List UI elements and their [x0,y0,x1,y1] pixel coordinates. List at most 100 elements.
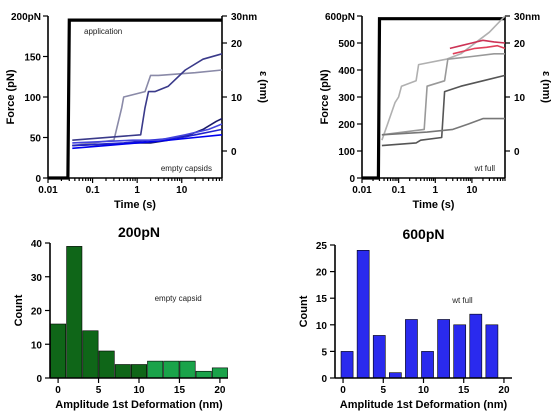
x-tick-label: 20 [498,385,510,396]
annotation-top: application [84,27,122,36]
force-series-line [48,18,222,180]
deformation-series-line [72,53,223,141]
force-series-line [362,17,505,180]
histogram-bar [98,350,115,379]
annotation: wt full [451,296,473,305]
histogram-bar [163,360,180,379]
x-tick-label: 0.01 [352,185,372,196]
deformation-series-line [449,39,506,50]
annotation-bottom: empty capsids [161,164,212,173]
x-tick-label: 10 [133,385,145,396]
x-tick-label: 0 [55,385,61,396]
histogram-bar [453,324,467,379]
x-tick-label: 10 [466,185,478,196]
y-axis-label: Force (pN) [319,69,331,124]
x-axis-label: Time (s) [114,199,156,211]
y-tick-label: 150 [24,53,41,64]
histogram-bar [82,330,99,379]
y2-tick-label: 10 [231,93,243,104]
histogram-bar [114,364,131,379]
y-tick-label: 100 [338,147,355,158]
y2-tick-label: 10 [514,93,526,104]
annotation: empty capsid [155,294,202,303]
y-tick-label: 100 [24,93,41,104]
histogram-bar [485,324,499,379]
histogram-bar [372,335,386,379]
histogram-bar [421,351,434,379]
histogram-bar [437,319,450,379]
y-tick-label: 5 [321,347,327,358]
histogram-bar [147,360,164,379]
annotation-bottom: wt full [474,164,496,173]
y2-tick-label: 0 [231,147,237,158]
hist200-chart: 0 5 10 15 20 0 10 20 30 40 200pN Amplitude 1st Defo… [13,224,228,411]
y2-axis-label: ε (nm) [540,71,552,103]
y-tick-label: 0 [349,174,355,185]
y-tick-label: 500 [338,39,355,50]
y-tick-label: 40 [31,239,43,250]
y2-tick-label: 30nm [231,12,257,23]
y2-tick-label: 20 [231,39,243,50]
y-tick-label: 25 [316,241,328,252]
y-tick-label: 50 [30,134,42,145]
y2-tick-label: 30nm [514,12,540,23]
x-tick-label: 5 [96,385,102,396]
x-tick-label: 1 [134,185,140,196]
deformation-series-line [381,15,506,141]
x-tick-label: 10 [176,185,188,196]
x-axis-label: Time (s) [413,199,455,211]
y-tick-label: 0 [35,174,41,185]
x-tick-label: 0.01 [38,185,58,196]
histogram-bar [195,370,212,379]
x-tick-label: 1 [432,185,438,196]
x-tick-label: 0.1 [392,185,406,196]
y-tick-label: 0 [36,374,42,385]
x-tick-label: 0.1 [86,185,100,196]
chart-title: 600pN [402,226,444,242]
y-axis-label: Count [298,295,310,327]
deformation-series-line [381,53,505,136]
histogram-bar [131,364,147,379]
x-tick-label: 0 [340,385,346,396]
y-tick-label: 200 [338,120,355,131]
histogram-bar [469,313,483,379]
y-tick-label: 400 [338,66,355,77]
y-tick-label: 10 [316,321,328,332]
y-tick-label: 0 [321,374,327,385]
histogram-bar [66,246,83,379]
y2-axis-label: ε (nm) [257,71,269,103]
y-tick-label: 30 [31,273,43,284]
y-tick-label: 15 [316,294,328,305]
y-tick-label: 300 [338,93,355,104]
deformation-series-line [381,117,505,136]
deformation-series-line [72,123,223,144]
histogram-bar [50,323,67,379]
y-axis-label: Count [13,294,25,326]
y2-tick-label: 20 [514,39,526,50]
x-tick-label: 10 [418,385,430,396]
histogram-bar [340,351,354,379]
x-tick-label: 15 [174,385,186,396]
y-tick-label: 600pN [325,12,355,23]
histogram-bar [211,367,228,379]
y2-tick-label: 0 [514,147,520,158]
deformation-series-line [72,134,223,150]
y-tick-label: 200pN [11,12,41,23]
y-tick-label: 20 [31,307,43,318]
y-tick-label: 20 [316,268,328,279]
deformation-series-line [381,74,506,147]
trace600-chart: 0.01 0.1 1 100100200300400500600pN0102030nm… [319,12,552,211]
y-axis-label: Force (pN) [5,69,17,124]
x-tick-label: 20 [214,385,226,396]
x-tick-label: 15 [458,385,470,396]
x-tick-label: 5 [380,385,386,396]
x-axis-label: Amplitude 1st Deformation (nm) [55,399,223,411]
histogram-bar [356,250,370,379]
histogram-bar [405,319,418,379]
deformation-series-line [72,128,223,147]
y-tick-label: 10 [31,340,43,351]
chart-title: 200pN [118,224,160,240]
histogram-bar [179,360,196,379]
